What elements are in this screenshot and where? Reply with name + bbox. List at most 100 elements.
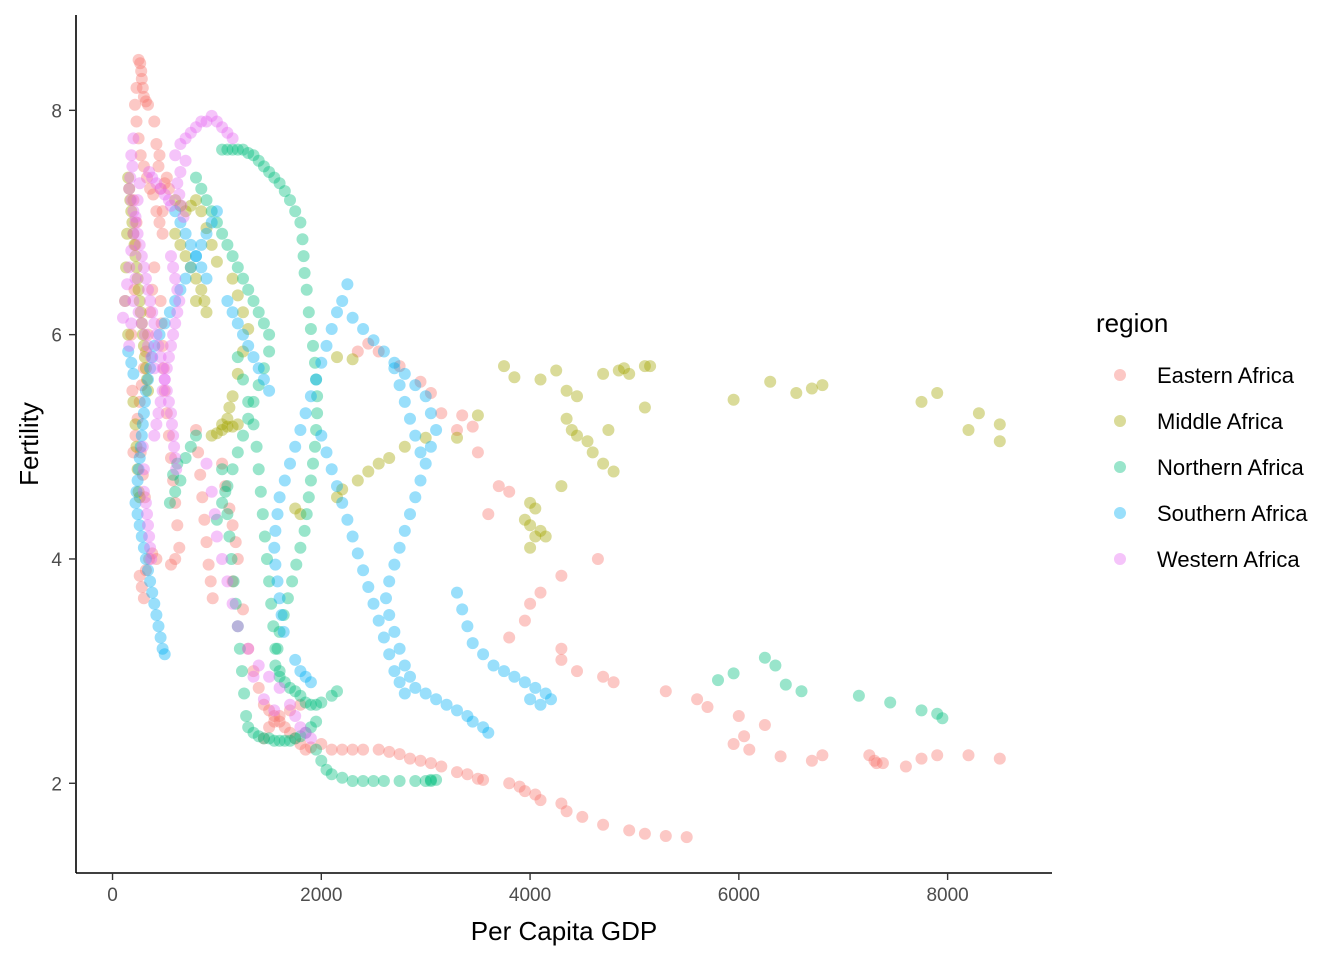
data-point [221,295,234,307]
data-point [290,558,303,571]
data-point [298,267,311,279]
data-point [162,395,175,408]
data-point [529,530,542,543]
data-point [257,698,270,711]
data-point [273,625,286,638]
data-point [165,339,177,352]
x-tick-label: 2000 [300,885,342,906]
data-point [325,768,338,781]
data-point [139,362,152,375]
data-point [281,592,294,605]
data-point [294,698,307,711]
data-point [315,754,328,767]
data-point [129,238,142,251]
data-point [367,775,380,787]
data-point [571,390,583,403]
data-point [133,177,146,190]
data-point [195,205,208,218]
data-point [231,620,244,633]
data-point [680,831,693,844]
data-point [414,446,427,459]
data-point [257,160,270,173]
data-point [477,721,490,734]
data-point [993,752,1006,765]
data-point [231,620,244,633]
data-point [247,149,260,162]
data-point [143,166,156,178]
data-point [169,485,182,498]
data-point [758,719,771,731]
data-point [331,306,343,319]
data-point [169,496,182,509]
data-point [294,721,307,734]
data-point [247,295,260,307]
data-point [298,524,311,537]
data-point [174,238,187,251]
data-point [597,818,610,831]
data-point [171,306,184,319]
data-point [135,65,148,78]
data-point [156,362,169,375]
data-point [127,446,140,459]
data-point [148,429,161,442]
data-point [229,597,242,610]
data-point [150,138,163,150]
data-point [156,384,169,397]
data-point [263,732,276,745]
data-point [210,255,223,268]
data-point [727,738,740,750]
data-point [503,485,516,498]
data-point [876,757,889,770]
data-point [508,670,521,683]
data-point [170,463,183,476]
data-point [216,121,229,134]
y-axis-title: Fertility [14,402,44,486]
data-point [404,670,416,683]
data-point [310,715,323,728]
data-point [226,463,239,476]
data-point [134,57,147,70]
data-point [146,171,159,184]
data-point [158,384,171,397]
data-point [226,306,239,319]
data-point [764,375,777,388]
data-point [160,362,173,375]
data-point [179,154,192,167]
data-point [284,726,296,739]
data-point [152,339,165,352]
data-point [388,665,401,678]
data-point [200,457,213,470]
data-point [165,407,177,420]
data-point [461,710,474,722]
legend-items: Eastern Africa Middle Africa Northern Afri… [1114,363,1308,572]
data-point [125,194,138,207]
data-point [216,424,229,436]
data-point [440,698,453,711]
data-point [202,558,215,571]
data-point [915,704,928,717]
data-point [539,530,552,543]
data-point [972,407,985,420]
data-point [226,597,239,610]
data-point [169,295,182,307]
data-point [133,295,146,307]
data-point [414,375,427,388]
data-point [174,283,187,296]
data-point [141,508,153,521]
data-point [252,306,265,319]
data-point [247,726,260,739]
data-point [289,710,302,722]
data-point [252,379,265,392]
data-point [393,642,406,655]
data-point [226,272,239,285]
data-point [130,81,143,94]
data-point [377,775,390,787]
data-point [221,480,234,493]
data-point [242,147,255,159]
legend-key [1114,553,1126,565]
data-point [310,743,323,756]
data-point [200,306,213,319]
data-point [284,704,296,717]
data-point [868,754,881,767]
data-point [265,597,278,610]
